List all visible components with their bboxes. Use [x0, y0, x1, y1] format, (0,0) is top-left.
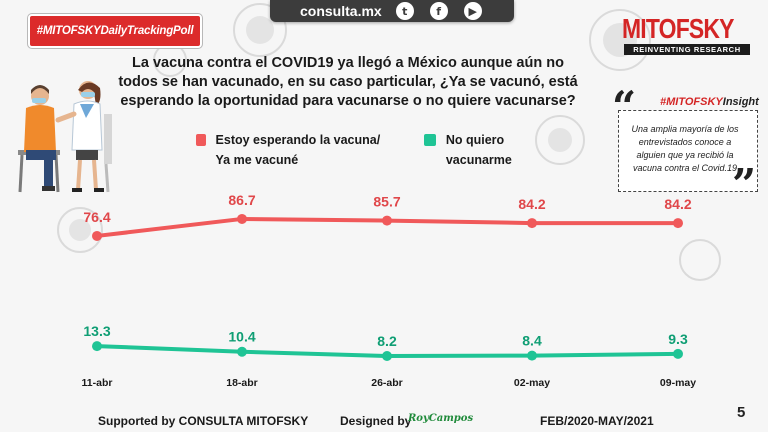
data-point-0-1 [237, 213, 247, 224]
page-number: 5 [737, 404, 746, 421]
survey-question: La vacuna contra el COVID19 ya llegó a M… [118, 55, 578, 109]
insight-tag-suffix: Insight [722, 96, 759, 108]
footer-supported: Supported by CONSULTA MITOFSKY [98, 414, 309, 428]
legend-label-waiting: Estoy esperando la vacuna/ Ya me vacuné [215, 133, 381, 167]
data-point-1-1 [237, 346, 247, 357]
data-point-0-2 [382, 215, 392, 226]
data-label-1-0: 13.3 [83, 323, 110, 339]
data-label-0-2: 85.7 [373, 194, 400, 210]
brand-logo: MITOFSKY REINVENTING RESEARCH [622, 13, 754, 55]
x-tick-label-3: 02-may [514, 377, 550, 389]
site-link[interactable]: consulta.mx [300, 3, 382, 19]
data-label-0-1: 86.7 [228, 192, 255, 208]
legend-swatch-green [424, 134, 436, 146]
x-tick-label-1: 18-abr [226, 377, 258, 389]
twitter-icon[interactable]: t [395, 2, 414, 20]
close-quote-icon: ” [732, 160, 757, 209]
legend-item-waiting: Estoy esperando la vacuna/ Ya me vacuné [196, 130, 386, 170]
legend-item-refuse: No quiero vacunarme [424, 130, 554, 170]
data-point-0-0 [92, 230, 102, 241]
top-bar: consulta.mx t f ▶ [270, 0, 514, 22]
data-label-1-3: 8.4 [522, 333, 542, 349]
data-point-0-3 [527, 218, 537, 229]
data-label-1-2: 8.2 [377, 333, 397, 349]
footer-date-range: FEB/2020-MAY/2021 [540, 414, 654, 428]
x-tick-label-0: 11-abr [82, 377, 113, 389]
data-point-1-2 [382, 351, 392, 361]
data-point-1-3 [527, 350, 537, 361]
open-quote-icon: “ [612, 82, 637, 131]
data-point-1-0 [92, 341, 102, 352]
data-label-0-3: 84.2 [518, 196, 545, 212]
legend-swatch-red [196, 134, 206, 146]
youtube-icon[interactable]: ▶ [463, 2, 482, 20]
data-point-1-4 [673, 348, 683, 359]
insight-tag-prefix: #MITOFSKY [660, 96, 723, 108]
vaccination-illustration [18, 81, 112, 193]
insight-text: Una amplia mayoría de los entrevistados … [631, 124, 739, 173]
data-point-0-4 [673, 218, 683, 229]
brand-name: MITOFSKY [622, 13, 734, 44]
brand-tagline: REINVENTING RESEARCH [624, 44, 750, 55]
insight-box [618, 110, 758, 192]
data-label-1-1: 10.4 [228, 329, 255, 345]
footer-designed: Designed by [340, 414, 412, 428]
insight-tag: #MITOFSKYInsight [660, 96, 759, 108]
footer-designer: RoyCampos [408, 413, 474, 424]
data-label-0-4: 84.2 [664, 196, 691, 212]
legend-label-refuse: No quiero vacunarme [445, 133, 512, 167]
data-label-0-0: 76.4 [83, 209, 110, 225]
facebook-icon[interactable]: f [429, 2, 448, 20]
poll-badge: #MITOFSKYDailyTrackingPoll [28, 14, 202, 48]
data-label-1-4: 9.3 [668, 331, 688, 347]
footer: Supported by CONSULTA MITOFSKY Designed … [0, 413, 768, 432]
x-tick-label-2: 26-abr [371, 377, 403, 389]
x-tick-label-4: 09-may [660, 377, 696, 389]
